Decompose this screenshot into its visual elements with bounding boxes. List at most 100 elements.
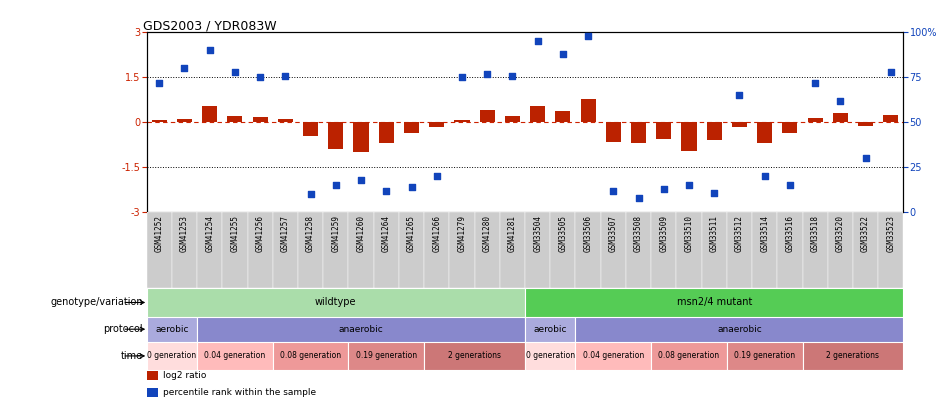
Point [278, 72, 293, 79]
Bar [197, 342, 272, 370]
Bar [399, 213, 424, 288]
Bar [172, 213, 197, 288]
Bar [575, 342, 651, 370]
Point [757, 173, 772, 180]
Point [378, 188, 394, 194]
Bar [424, 342, 525, 370]
Text: GSM33507: GSM33507 [609, 215, 618, 252]
Bar [601, 213, 626, 288]
Point [404, 184, 419, 190]
Point [631, 195, 646, 201]
Point [151, 79, 166, 86]
Text: 0.04 generation: 0.04 generation [204, 352, 266, 360]
Text: GSM33510: GSM33510 [685, 215, 693, 252]
Bar [272, 342, 348, 370]
Bar [605, 122, 621, 142]
Text: 0.04 generation: 0.04 generation [583, 352, 644, 360]
Bar [454, 120, 469, 122]
Bar [802, 213, 828, 288]
Bar [551, 213, 575, 288]
Bar [878, 213, 903, 288]
Bar [147, 342, 197, 370]
Text: 0.19 generation: 0.19 generation [734, 352, 796, 360]
Text: genotype/variation: genotype/variation [50, 298, 143, 307]
Point [782, 182, 797, 189]
Bar [222, 213, 248, 288]
Text: GSM41252: GSM41252 [155, 215, 164, 252]
Bar [752, 213, 778, 288]
Bar [832, 113, 848, 122]
Bar [525, 213, 551, 288]
Bar [707, 122, 722, 141]
Bar [374, 213, 399, 288]
Bar [575, 317, 903, 342]
Text: GSM41280: GSM41280 [482, 215, 492, 252]
Bar [757, 122, 772, 143]
Text: GSM33504: GSM33504 [534, 215, 542, 252]
Text: GDS2003 / YDR083W: GDS2003 / YDR083W [143, 19, 276, 32]
Text: anaerobic: anaerobic [339, 325, 383, 334]
Text: GSM33511: GSM33511 [710, 215, 719, 252]
Bar [681, 122, 696, 151]
Bar [378, 122, 394, 143]
Text: GSM41254: GSM41254 [205, 215, 214, 252]
Bar [626, 213, 651, 288]
Bar [530, 106, 545, 122]
Text: GSM41259: GSM41259 [331, 215, 341, 252]
Text: msn2/4 mutant: msn2/4 mutant [676, 298, 752, 307]
Text: GSM41258: GSM41258 [307, 215, 315, 252]
Bar [348, 342, 424, 370]
Bar [303, 122, 318, 136]
Point [581, 33, 596, 39]
Text: aerobic: aerobic [155, 325, 188, 334]
Text: 2 generations: 2 generations [448, 352, 501, 360]
Bar [702, 213, 727, 288]
Bar [808, 118, 823, 122]
Bar [676, 213, 702, 288]
Point [808, 79, 823, 86]
Point [858, 155, 873, 162]
Text: GSM33523: GSM33523 [886, 215, 895, 252]
Bar [248, 213, 272, 288]
Bar [732, 122, 747, 127]
Text: 0.08 generation: 0.08 generation [658, 352, 720, 360]
Text: 2 generations: 2 generations [827, 352, 880, 360]
Bar [177, 119, 192, 122]
Text: protocol: protocol [103, 324, 143, 334]
Point [884, 69, 899, 75]
Bar [651, 342, 727, 370]
Bar [424, 213, 449, 288]
Bar [253, 117, 268, 122]
Point [832, 98, 848, 104]
Bar [631, 122, 646, 143]
Bar [778, 213, 802, 288]
Bar [884, 115, 899, 122]
Bar [147, 371, 158, 380]
Point [227, 69, 242, 75]
Point [530, 38, 545, 45]
Point [177, 65, 192, 72]
Point [505, 72, 520, 79]
Bar [499, 213, 525, 288]
Bar [575, 213, 601, 288]
Point [555, 51, 570, 57]
Text: GSM33522: GSM33522 [861, 215, 870, 252]
Text: GSM41264: GSM41264 [382, 215, 391, 252]
Text: GSM33509: GSM33509 [659, 215, 668, 252]
Bar [581, 99, 596, 122]
Bar [727, 342, 802, 370]
Text: GSM41260: GSM41260 [357, 215, 365, 252]
Point [354, 177, 369, 183]
Text: GSM33518: GSM33518 [811, 215, 819, 252]
Point [253, 74, 268, 81]
Text: GSM41265: GSM41265 [407, 215, 416, 252]
Bar [828, 213, 853, 288]
Text: GSM33505: GSM33505 [558, 215, 568, 252]
Bar [858, 122, 873, 126]
Text: wildtype: wildtype [315, 298, 357, 307]
Bar [555, 111, 570, 122]
Bar [328, 122, 343, 149]
Point [328, 182, 343, 189]
Text: 0.08 generation: 0.08 generation [280, 352, 342, 360]
Text: GSM33508: GSM33508 [634, 215, 643, 252]
